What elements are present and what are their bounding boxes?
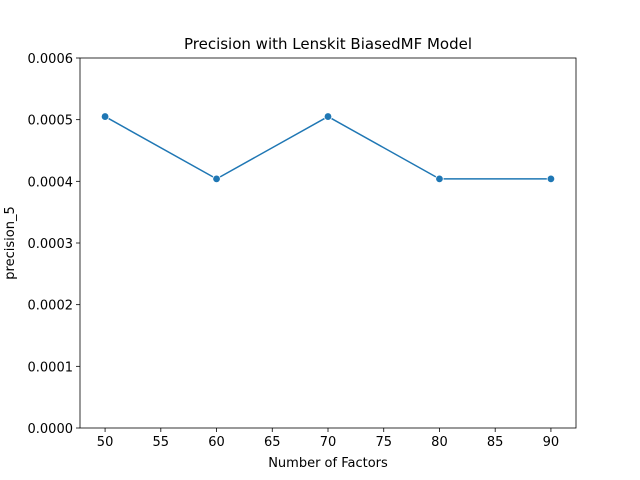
- plot-area: 50 55 60 65 70 75 80 85 90 0.0000 0.0001 0.0002 0.00…: [28, 52, 577, 450]
- data-point: [212, 174, 221, 184]
- x-tick-label: 90: [543, 435, 560, 450]
- x-tick-label: 75: [375, 435, 392, 450]
- x-tick-label: 70: [320, 435, 337, 450]
- data-point: [323, 112, 333, 121]
- data-point: [435, 174, 444, 184]
- y-tick-label: 0.0004: [28, 175, 74, 190]
- x-tick-label: 60: [208, 435, 225, 450]
- y-tick-label: 0.0005: [28, 114, 74, 129]
- y-tick-label: 0.0003: [28, 237, 74, 252]
- x-tick-label: 85: [487, 435, 504, 450]
- x-tick-label: 50: [97, 435, 114, 450]
- x-tick-label: 65: [264, 435, 281, 450]
- x-axis-label: Number of Factors: [268, 456, 388, 471]
- y-tick-label: 0.0001: [28, 360, 74, 375]
- y-tick-label: 0.0006: [28, 52, 74, 67]
- y-tick-label: 0.0000: [28, 422, 74, 437]
- x-tick-label: 55: [153, 435, 170, 450]
- data-point: [100, 112, 110, 121]
- x-tick-label: 80: [431, 435, 448, 450]
- data-point: [546, 174, 556, 184]
- axes-frame: [79, 57, 577, 429]
- chart-title: Precision with Lenskit BiasedMF Model: [184, 35, 472, 53]
- y-axis-label: precision_5: [3, 206, 18, 279]
- y-tick-label: 0.0002: [28, 299, 74, 314]
